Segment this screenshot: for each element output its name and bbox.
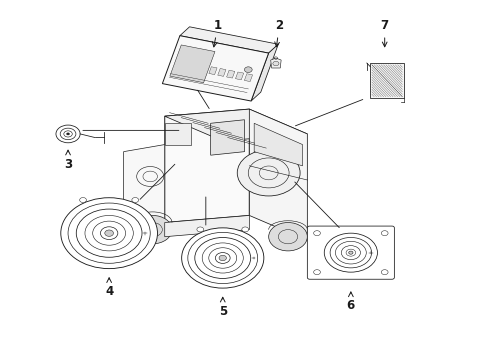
Text: 5: 5 bbox=[218, 297, 226, 318]
Circle shape bbox=[242, 227, 248, 232]
Polygon shape bbox=[164, 109, 307, 141]
Circle shape bbox=[66, 133, 69, 135]
Circle shape bbox=[133, 215, 172, 244]
Polygon shape bbox=[164, 109, 249, 222]
Polygon shape bbox=[235, 72, 243, 80]
Polygon shape bbox=[164, 123, 191, 145]
Circle shape bbox=[348, 251, 352, 254]
Circle shape bbox=[80, 198, 86, 202]
Text: 3: 3 bbox=[64, 150, 72, 171]
Polygon shape bbox=[162, 36, 268, 101]
Circle shape bbox=[197, 227, 203, 232]
Text: 2: 2 bbox=[274, 19, 283, 47]
Circle shape bbox=[313, 231, 320, 236]
Polygon shape bbox=[270, 58, 281, 68]
Polygon shape bbox=[250, 44, 278, 101]
Polygon shape bbox=[164, 215, 249, 237]
Circle shape bbox=[132, 198, 138, 202]
Text: 7: 7 bbox=[380, 19, 388, 47]
Polygon shape bbox=[244, 74, 252, 82]
Circle shape bbox=[244, 67, 252, 72]
Circle shape bbox=[268, 222, 307, 251]
Polygon shape bbox=[226, 70, 234, 78]
FancyBboxPatch shape bbox=[307, 226, 393, 279]
Polygon shape bbox=[180, 27, 278, 53]
Circle shape bbox=[272, 61, 278, 66]
Circle shape bbox=[104, 230, 113, 237]
Circle shape bbox=[381, 270, 387, 275]
Polygon shape bbox=[254, 123, 302, 166]
Text: 1: 1 bbox=[212, 19, 222, 47]
Circle shape bbox=[313, 270, 320, 275]
Polygon shape bbox=[169, 45, 215, 83]
Circle shape bbox=[181, 228, 264, 288]
Circle shape bbox=[61, 198, 157, 269]
Polygon shape bbox=[123, 145, 164, 230]
Circle shape bbox=[237, 150, 300, 196]
Polygon shape bbox=[208, 67, 217, 75]
Polygon shape bbox=[249, 109, 307, 240]
Polygon shape bbox=[217, 68, 225, 76]
Text: 6: 6 bbox=[346, 292, 354, 312]
Circle shape bbox=[219, 255, 226, 261]
Polygon shape bbox=[369, 63, 403, 99]
Text: 4: 4 bbox=[105, 278, 113, 298]
Circle shape bbox=[381, 231, 387, 236]
Polygon shape bbox=[210, 120, 244, 155]
